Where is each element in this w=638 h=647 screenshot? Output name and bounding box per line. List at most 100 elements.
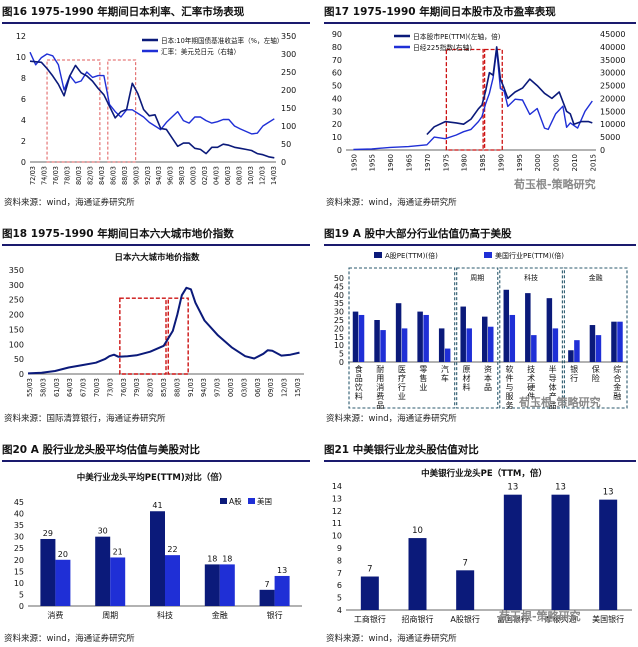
bar-us — [552, 328, 559, 362]
x-tick-label: 服 — [506, 392, 514, 401]
bar-ashare — [150, 511, 165, 606]
bar-us — [466, 328, 472, 362]
panel-fig20: 图20 A 股行业龙头股平均估值与美股对比 中美行业龙头平均PE(TTM)对比（… — [2, 440, 310, 646]
x-tick-label: 58/03 — [39, 378, 47, 397]
y-tick-label-right: 20000 — [600, 94, 625, 103]
y-tick-label-left: 30 — [332, 107, 342, 116]
x-tick-label: 15/03 — [294, 378, 302, 397]
bar-ashare — [482, 316, 488, 362]
x-tick-label: 78/03 — [63, 166, 71, 185]
y-tick-label-right: 350 — [281, 32, 296, 41]
y-tick-label-left: 0 — [21, 158, 26, 167]
y-tick-label: 10 — [14, 579, 24, 588]
x-tick-label: 74/03 — [40, 166, 48, 185]
y-tick-label: 350 — [9, 266, 24, 275]
chart-source: 资料来源：wind，海通证券研究所 — [326, 198, 457, 208]
x-tick-label: 汽 — [441, 364, 449, 374]
bar-us — [574, 340, 580, 362]
bar-us — [401, 328, 408, 362]
x-tick-label: 96/03 — [167, 166, 175, 185]
watermark: 荀玉根-策略研究 — [519, 396, 601, 409]
title-rule — [324, 22, 636, 24]
x-tick-label: 94/03 — [200, 378, 208, 397]
x-tick-label: 73/03 — [106, 378, 114, 397]
chart-title: 图16 1975-1990 年期间日本利率、汇率市场表现 — [2, 6, 245, 18]
series-line-nikkei225 — [353, 49, 593, 151]
x-tick-label: 84/03 — [98, 166, 106, 185]
x-tick-label: 品 — [484, 383, 492, 392]
x-tick-label: 消 — [376, 382, 384, 392]
chart-title: 图21 中美银行业龙头股估值对比 — [324, 444, 479, 456]
bar-us — [358, 314, 365, 362]
y-tick-label: 50 — [334, 274, 344, 283]
legend-swatch — [374, 252, 382, 258]
legend-label: 日经225指数(右轴) — [413, 43, 472, 52]
x-tick-label: 导 — [549, 374, 557, 383]
x-tick-label: 82/03 — [147, 378, 155, 397]
x-tick-label: 饮 — [355, 382, 363, 392]
bar-ashare — [525, 293, 531, 362]
y-tick-label: 14 — [332, 482, 342, 491]
chart-title: 图20 A 股行业龙头股平均估值与美股对比 — [2, 444, 201, 456]
x-tick-label: 91/03 — [187, 378, 195, 397]
x-tick-label: 80/03 — [75, 166, 83, 185]
x-tick-label: 金 — [613, 382, 621, 392]
x-tick-label: 67/03 — [80, 378, 88, 397]
x-tick-label: 品 — [549, 401, 557, 410]
y-tick-label: 6 — [337, 581, 342, 590]
bar-us — [509, 314, 516, 362]
x-tick-label: 2010 — [571, 154, 579, 171]
y-tick-label: 10 — [332, 532, 342, 541]
series-line-land-price — [27, 286, 300, 375]
data-label: 10 — [412, 526, 423, 536]
x-tick-label: 02/03 — [201, 166, 209, 185]
x-tick-label: 1955 — [369, 154, 377, 171]
y-tick-label-left: 50 — [332, 82, 342, 91]
x-tick-label: 半 — [549, 364, 557, 374]
x-tick-label: 本 — [484, 373, 492, 383]
y-tick-label: 20 — [334, 324, 344, 333]
data-label: 13 — [277, 566, 287, 575]
x-tick-label: 08/03 — [236, 166, 244, 185]
x-tick-label: 86/03 — [109, 166, 117, 185]
x-tick-label: 行 — [398, 382, 406, 392]
bar-us — [274, 575, 290, 606]
x-tick-label: 1990 — [497, 154, 505, 171]
x-tick-label: 技 — [527, 364, 535, 374]
title-rule — [2, 244, 310, 246]
y-tick-label: 30 — [14, 533, 24, 542]
y-tick-label: 5 — [337, 594, 342, 603]
y-tick-label-left: 60 — [332, 69, 342, 78]
y-tick-label: 0 — [19, 602, 24, 611]
x-tick-label: 行 — [570, 373, 578, 383]
chart-source: 资料来源：wind，海通证券研究所 — [4, 198, 135, 208]
legend-label: 日本:10年期国债基准收益率（%，左轴） — [161, 36, 283, 45]
bar-us — [110, 557, 126, 606]
x-tick-label: A股银行 — [450, 614, 479, 624]
series-line-japan-pe — [426, 46, 593, 136]
x-tick-label: 科技 — [157, 610, 173, 620]
y-tick-label-right: 150 — [281, 104, 296, 113]
data-label: 13 — [603, 488, 614, 498]
y-tick-label-right: 250 — [281, 68, 296, 77]
y-tick-label: 45 — [14, 498, 24, 507]
y-tick-label: 250 — [9, 296, 24, 305]
x-tick-label: 06/03 — [254, 378, 262, 397]
y-tick-label: 5 — [19, 590, 24, 599]
y-tick-label-left: 90 — [332, 30, 342, 39]
legend-label: 汇率：美元兑日元（右轴） — [161, 47, 240, 56]
x-tick-label: 品 — [376, 401, 384, 410]
y-tick-label: 25 — [14, 544, 24, 553]
bar-us — [444, 348, 451, 362]
legend-label: 美国行业PE(TTM)(倍) — [495, 251, 564, 260]
chart-source: 资料来源：国际清算银行，海通证券研究所 — [4, 414, 166, 424]
x-tick-label: 业 — [419, 382, 427, 392]
x-tick-label: 76/03 — [120, 378, 128, 397]
chart-subtitle: 中美银行业龙头PE（TTM，倍） — [421, 468, 547, 479]
x-tick-label: 14/03 — [270, 166, 278, 185]
x-tick-label: 合 — [613, 373, 621, 383]
x-tick-label: 术 — [527, 373, 535, 383]
y-tick-label-left: 0 — [337, 146, 342, 155]
x-tick-label: 98/03 — [178, 166, 186, 185]
